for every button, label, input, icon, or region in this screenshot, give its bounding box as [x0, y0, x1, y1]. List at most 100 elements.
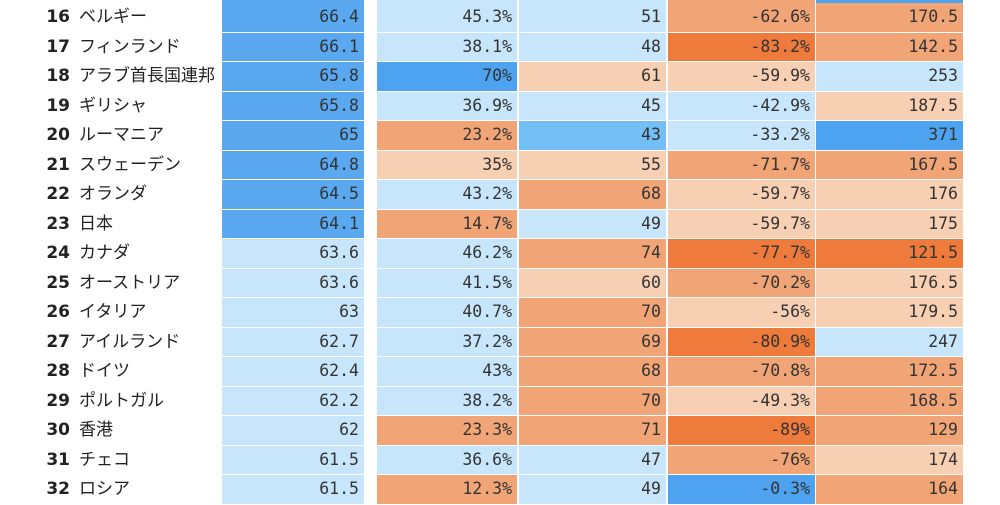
country-name: イタリア [79, 302, 147, 322]
country-name: フィンランド [79, 36, 181, 57]
value-cell-col1: 62 [222, 416, 364, 445]
rank-number: 27 [46, 331, 70, 352]
partial-cell [222, 0, 364, 3]
value-cell-col2: 12.3% [377, 475, 517, 504]
value-cell-col3: 69 [519, 327, 666, 356]
value-cell-col2: 38.1% [377, 32, 517, 61]
value-cell-col3: 68 [519, 357, 666, 386]
value-cell-col2: 45.3% [377, 3, 517, 32]
value-cell-col1: 61.5 [222, 445, 364, 474]
value-cell-col1: 64.8 [222, 150, 364, 179]
value-cell-col5: 176 [816, 180, 963, 209]
country-name: ドイツ [79, 361, 130, 381]
table-row: 27 アイルランド 62.7 37.2% 69 -80.9% 247 [0, 327, 1000, 358]
value-cell-col5: 167.5 [816, 150, 963, 179]
rank-number: 24 [46, 243, 70, 263]
table-row: 22 オランダ 64.5 43.2% 68 -59.7% 176 [0, 180, 1000, 210]
value-cell-col2: 23.3% [377, 416, 517, 445]
country-name: ポルトガル [79, 390, 164, 411]
value-cell-col4: -80.9% [668, 327, 815, 356]
value-cell-col4: -62.6% [668, 3, 815, 32]
rank-number: 26 [46, 302, 70, 322]
value-cell-col3: 48 [519, 32, 666, 61]
value-cell-col4: -83.2% [668, 32, 815, 61]
country-name: カナダ [79, 243, 130, 263]
value-cell-col3: 68 [519, 180, 666, 209]
value-cell-col4: -71.7% [668, 150, 815, 179]
value-cell-col4: -59.7% [668, 209, 815, 238]
value-cell-col2: 43% [377, 357, 517, 386]
value-cell-col5: 164 [816, 475, 963, 504]
value-cell-col5: 179.5 [816, 298, 963, 327]
country-name: オーストリア [79, 272, 181, 293]
rank-number: 22 [46, 184, 70, 204]
value-cell-col2: 37.2% [377, 327, 517, 356]
country-name: オランダ [79, 184, 147, 204]
table-row: 17 フィンランド 66.1 38.1% 48 -83.2% 142.5 [0, 32, 1000, 63]
table-row: 20 ルーマニア 65 23.2% 43 -33.2% 371 [0, 121, 1000, 151]
value-cell-col1: 65.8 [222, 91, 364, 120]
table-row: 31 チェコ 61.5 36.6% 47 -76% 174 [0, 445, 1000, 476]
value-cell-col4: -59.7% [668, 180, 815, 209]
value-cell-col3: 70 [519, 298, 666, 327]
table-row: 16 ベルギー 66.4 45.3% 51 -62.6% 170.5 [0, 3, 1000, 33]
rank-number: 17 [46, 36, 70, 57]
value-cell-col3: 51 [519, 3, 666, 32]
rank-number: 20 [46, 125, 70, 145]
value-cell-col5: 170.5 [816, 3, 963, 32]
value-cell-col2: 46.2% [377, 239, 517, 268]
value-cell-col5: 174 [816, 445, 963, 474]
table-row: 19 ギリシャ 65.8 36.9% 45 -42.9% 187.5 [0, 91, 1000, 122]
value-cell-col1: 65 [222, 121, 364, 150]
table-row: 30 香港 62 23.3% 71 -89% 129 [0, 416, 1000, 446]
value-cell-col3: 61 [519, 62, 666, 91]
value-cell-col1: 61.5 [222, 475, 364, 504]
value-cell-col5: 176.5 [816, 268, 963, 297]
value-cell-col5: 168.5 [816, 386, 963, 415]
table-row: 25 オーストリア 63.6 41.5% 60 -70.2% 176.5 [0, 268, 1000, 299]
country-name: ベルギー [79, 7, 147, 27]
rank-number: 23 [46, 213, 70, 234]
partial-cell [519, 0, 666, 3]
value-cell-col1: 62.7 [222, 327, 364, 356]
value-cell-col1: 64.5 [222, 180, 364, 209]
value-cell-col4: -70.8% [668, 357, 815, 386]
value-cell-col1: 63.6 [222, 268, 364, 297]
rank-number: 28 [46, 361, 70, 381]
table-row: 32 ロシア 61.5 12.3% 49 -0.3% 164 [0, 475, 1000, 505]
rank-number: 25 [46, 272, 70, 293]
value-cell-col2: 23.2% [377, 121, 517, 150]
value-cell-col1: 66.1 [222, 32, 364, 61]
value-cell-col1: 64.1 [222, 209, 364, 238]
table-row: 18 アラブ首長国連邦 65.8 70% 61 -59.9% 253 [0, 62, 1000, 92]
country-name: チェコ [79, 449, 130, 470]
value-cell-col5: 247 [816, 327, 963, 356]
value-cell-col2: 40.7% [377, 298, 517, 327]
value-cell-col4: -59.9% [668, 62, 815, 91]
table-row: 21 スウェーデン 64.8 35% 55 -71.7% 167.5 [0, 150, 1000, 181]
table-row: 24 カナダ 63.6 46.2% 74 -77.7% 121.5 [0, 239, 1000, 269]
rank-number: 16 [46, 7, 70, 27]
partial-cell [816, 0, 963, 3]
value-cell-col5: 121.5 [816, 239, 963, 268]
value-cell-col4: -56% [668, 298, 815, 327]
table-row: 26 イタリア 63 40.7% 70 -56% 179.5 [0, 298, 1000, 328]
partial-cell [668, 0, 815, 3]
country-name: 香港 [79, 420, 113, 440]
value-cell-col3: 60 [519, 268, 666, 297]
value-cell-col2: 38.2% [377, 386, 517, 415]
value-cell-col1: 66.4 [222, 3, 364, 32]
value-cell-col4: -0.3% [668, 475, 815, 504]
country-name: アイルランド [79, 331, 181, 352]
value-cell-col4: -77.7% [668, 239, 815, 268]
value-cell-col5: 129 [816, 416, 963, 445]
rank-number: 18 [46, 66, 70, 86]
value-cell-col3: 70 [519, 386, 666, 415]
value-cell-col1: 62.2 [222, 386, 364, 415]
value-cell-col5: 187.5 [816, 91, 963, 120]
value-cell-col2: 35% [377, 150, 517, 179]
rank-number: 30 [46, 420, 70, 440]
value-cell-col2: 36.6% [377, 445, 517, 474]
value-cell-col4: -33.2% [668, 121, 815, 150]
